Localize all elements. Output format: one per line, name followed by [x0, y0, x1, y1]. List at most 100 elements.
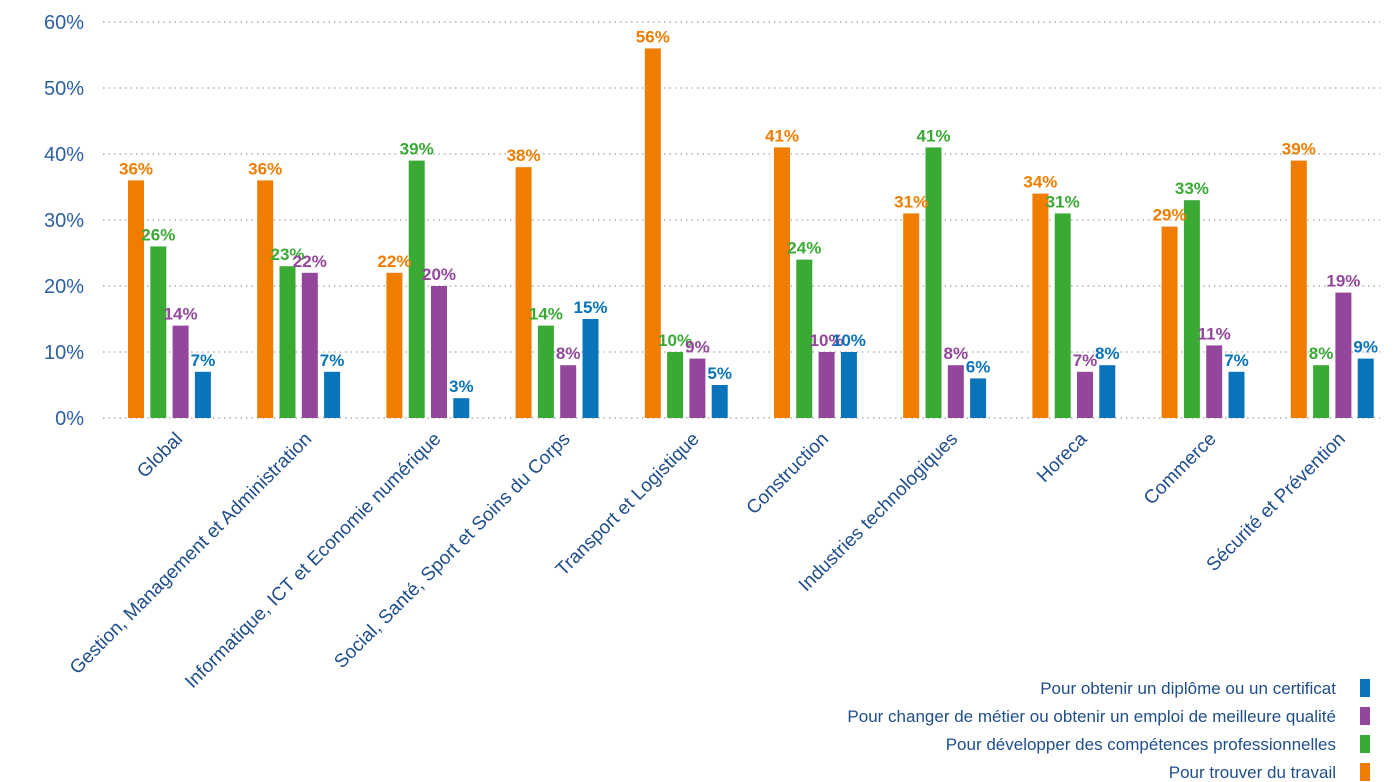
y-tick-label: 60%: [44, 12, 84, 34]
bar-pour-trouver-du-travail-horeca: [1032, 193, 1049, 418]
x-category-label: Construction: [743, 429, 833, 519]
data-label: 8%: [556, 344, 581, 363]
data-label: 34%: [1023, 173, 1057, 192]
legend-item: Pour changer de métier ou obtenir un emp…: [847, 707, 1370, 726]
bars: [128, 48, 1374, 419]
x-category-label: Commerce: [1140, 429, 1221, 510]
bar-pour-developper-des-competences-professionnelles-transport-et-logistique: [667, 352, 684, 418]
data-label: 7%: [191, 351, 216, 370]
bar-pour-obtenir-un-diplome-ou-un-certificat-industries-technologiques: [970, 378, 987, 418]
bar-pour-developper-des-competences-professionnelles-social-sante-sport-et-soins-du-corps: [537, 325, 554, 418]
y-tick-label: 0%: [55, 408, 84, 430]
data-label: 22%: [377, 252, 411, 271]
data-label: 56%: [636, 27, 670, 46]
bar-pour-trouver-du-travail-construction: [774, 147, 790, 418]
data-label: 39%: [400, 140, 434, 159]
bar-pour-developper-des-competences-professionnelles-informatique-ict-et-economie-numerique: [408, 160, 425, 418]
legend-swatch: [1360, 679, 1370, 697]
data-label: 15%: [573, 298, 607, 317]
data-label: 24%: [787, 239, 821, 258]
y-tick-label: 20%: [44, 276, 84, 298]
data-label: 3%: [449, 377, 474, 396]
legend: Pour obtenir un diplôme ou un certificat…: [847, 679, 1370, 782]
data-label: 20%: [422, 265, 456, 284]
bar-pour-trouver-du-travail-transport-et-logistique: [644, 48, 661, 419]
bar-pour-changer-de-metier-ou-obtenir-un-emploi-de-meilleure-qualite-commerce: [1206, 345, 1223, 418]
data-label: 41%: [765, 126, 799, 145]
data-label: 8%: [1095, 344, 1120, 363]
data-label: 7%: [320, 351, 345, 370]
data-labels: 36%26%14%7%36%23%22%7%22%39%20%3%38%14%8…: [119, 27, 1378, 396]
bar-pour-developper-des-competences-professionnelles-construction: [796, 259, 813, 418]
legend-label: Pour trouver du travail: [1169, 763, 1336, 782]
data-label: 8%: [1309, 344, 1334, 363]
x-category-label: Horeca: [1033, 428, 1091, 486]
data-label: 6%: [966, 357, 991, 376]
legend-label: Pour obtenir un diplôme ou un certificat: [1040, 679, 1336, 698]
bar-pour-obtenir-un-diplome-ou-un-certificat-global: [194, 371, 211, 418]
bar-pour-developper-des-competences-professionnelles-industries-technologiques: [925, 147, 942, 418]
data-label: 29%: [1153, 206, 1187, 225]
bar-pour-trouver-du-travail-gestion-management-et-administration: [257, 180, 274, 418]
bar-pour-trouver-du-travail-social-sante-sport-et-soins-du-corps: [515, 167, 532, 418]
x-category-label: Social, Santé, Sport et Soins du Corps: [330, 429, 574, 673]
data-label: 19%: [1326, 272, 1360, 291]
bar-pour-developper-des-competences-professionnelles-commerce: [1183, 200, 1200, 418]
data-label: 10%: [832, 331, 866, 350]
data-label: 31%: [894, 192, 928, 211]
data-label: 14%: [529, 305, 563, 324]
bar-pour-obtenir-un-diplome-ou-un-certificat-gestion-management-et-administration: [324, 371, 341, 418]
bar-pour-obtenir-un-diplome-ou-un-certificat-construction: [840, 352, 857, 418]
bar-pour-obtenir-un-diplome-ou-un-certificat-informatique-ict-et-economie-numerique: [453, 398, 470, 418]
y-tick-label: 30%: [44, 210, 84, 232]
bar-pour-changer-de-metier-ou-obtenir-un-emploi-de-meilleure-qualite-social-sante-sport-et-soins-du-corps: [560, 365, 577, 418]
data-label: 5%: [707, 364, 732, 383]
data-label: 10%: [658, 331, 692, 350]
x-category-label: Global: [133, 429, 187, 483]
x-category-label: Transport et Logistique: [552, 429, 704, 581]
legend-swatch: [1360, 763, 1370, 781]
data-label: 9%: [685, 338, 710, 357]
x-category-label: Sécurité et Prévention: [1203, 429, 1350, 576]
bar-pour-trouver-du-travail-informatique-ict-et-economie-numerique: [386, 272, 403, 418]
data-label: 22%: [293, 252, 327, 271]
bar-pour-developper-des-competences-professionnelles-global: [150, 246, 167, 418]
bar-pour-trouver-du-travail-securite-et-prevention: [1290, 160, 1307, 418]
bar-pour-developper-des-competences-professionnelles-gestion-management-et-administration: [279, 266, 296, 418]
data-label: 36%: [248, 159, 282, 178]
bar-pour-changer-de-metier-ou-obtenir-un-emploi-de-meilleure-qualite-informatique-ict-et-economie-numerique: [431, 286, 447, 418]
x-category-label: Gestion, Management et Administration: [66, 429, 316, 679]
bar-pour-changer-de-metier-ou-obtenir-un-emploi-de-meilleure-qualite-construction: [818, 352, 835, 418]
legend-item: Pour obtenir un diplôme ou un certificat: [1040, 679, 1370, 698]
data-label: 41%: [916, 126, 950, 145]
data-label: 8%: [944, 344, 969, 363]
data-label: 39%: [1282, 140, 1316, 159]
data-label: 9%: [1353, 338, 1378, 357]
data-label: 26%: [141, 225, 175, 244]
y-tick-label: 40%: [44, 144, 84, 166]
data-label: 7%: [1073, 351, 1098, 370]
y-axis-ticks: 0% 10% 20% 30% 40% 50% 60%: [44, 12, 84, 430]
data-label: 10%: [810, 331, 844, 350]
bar-pour-changer-de-metier-ou-obtenir-un-emploi-de-meilleure-qualite-global: [172, 325, 189, 418]
y-tick-label: 50%: [44, 78, 84, 100]
data-label: 11%: [1198, 324, 1231, 343]
bar-pour-changer-de-metier-ou-obtenir-un-emploi-de-meilleure-qualite-securite-et-prevention: [1335, 292, 1352, 418]
data-label: 38%: [507, 146, 541, 165]
bar-pour-changer-de-metier-ou-obtenir-un-emploi-de-meilleure-qualite-industries-technologiques: [947, 365, 964, 418]
data-label: 33%: [1175, 179, 1209, 198]
bar-pour-obtenir-un-diplome-ou-un-certificat-social-sante-sport-et-soins-du-corps: [582, 319, 599, 418]
data-label: 36%: [119, 159, 153, 178]
bar-pour-trouver-du-travail-global: [128, 180, 144, 418]
bar-pour-obtenir-un-diplome-ou-un-certificat-transport-et-logistique: [711, 385, 728, 418]
legend-item: Pour développer des compétences professi…: [946, 735, 1370, 754]
data-label: 7%: [1224, 351, 1249, 370]
bar-pour-obtenir-un-diplome-ou-un-certificat-securite-et-prevention: [1357, 358, 1374, 418]
bar-pour-developper-des-competences-professionnelles-securite-et-prevention: [1313, 365, 1330, 418]
grid-lines: [103, 21, 1380, 419]
bar-pour-changer-de-metier-ou-obtenir-un-emploi-de-meilleure-qualite-horeca: [1077, 371, 1093, 418]
bar-pour-trouver-du-travail-commerce: [1161, 226, 1178, 418]
legend-item: Pour trouver du travail: [1169, 763, 1370, 782]
